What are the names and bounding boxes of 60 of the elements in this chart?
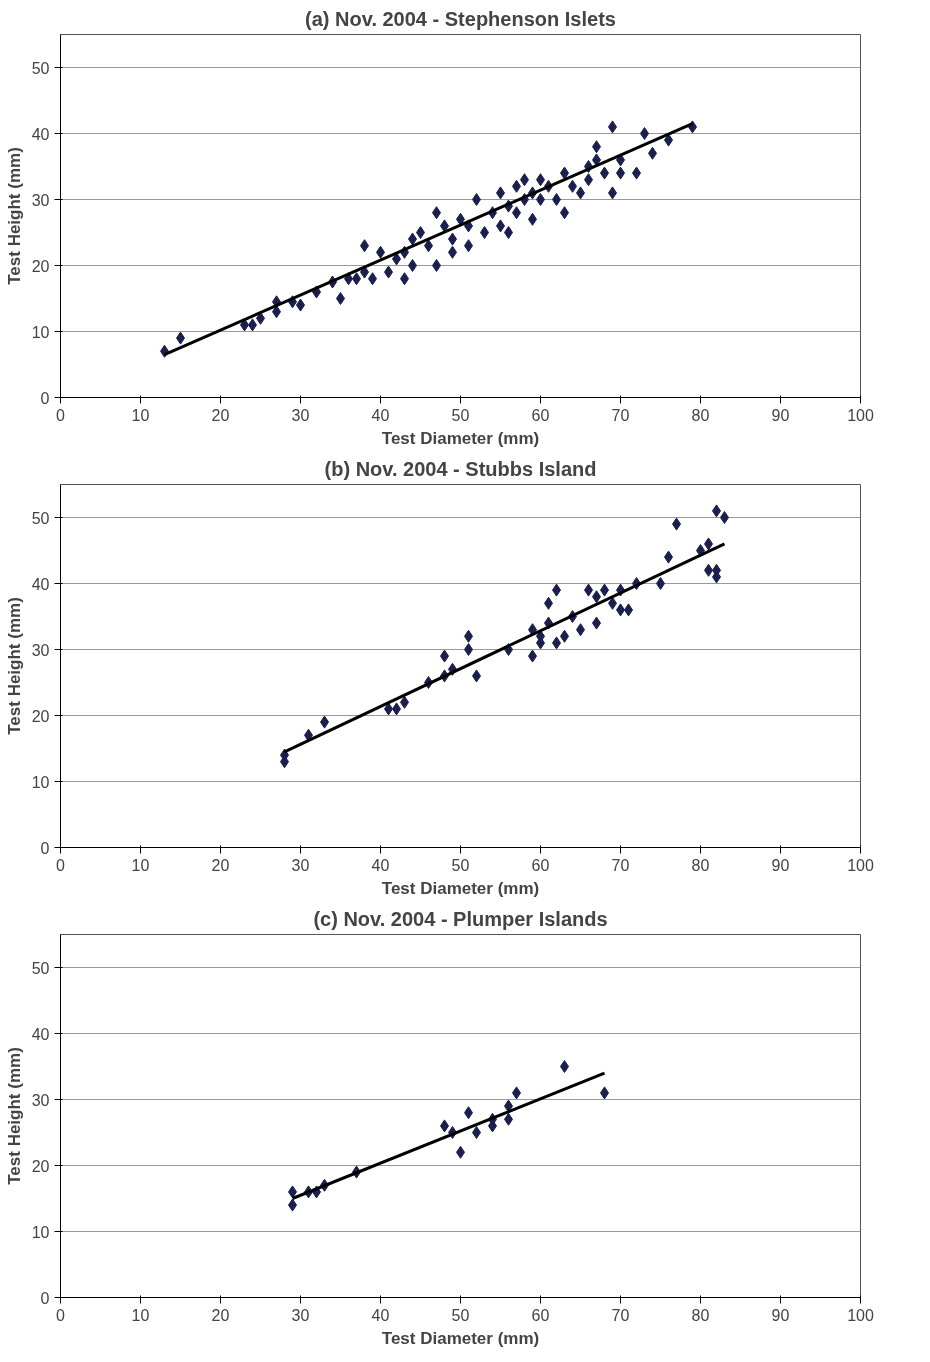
chart-title: (b) Nov. 2004 - Stubbs Island bbox=[324, 457, 597, 480]
x-tick-label: 40 bbox=[371, 406, 390, 424]
x-tick-label: 70 bbox=[611, 406, 630, 424]
y-tick-label: 10 bbox=[31, 773, 50, 791]
x-axis-title: Test Diameter (mm) bbox=[381, 428, 540, 448]
x-tick-label: 50 bbox=[451, 1306, 470, 1324]
y-tick-label: 30 bbox=[31, 1091, 50, 1109]
x-tick-label: 30 bbox=[291, 1306, 310, 1324]
y-tick-label: 50 bbox=[31, 959, 50, 977]
y-tick-label: 20 bbox=[31, 1157, 50, 1175]
y-axis-title: Test Height (mm) bbox=[4, 1047, 24, 1185]
y-tick-label: 40 bbox=[31, 125, 50, 143]
x-tick-label: 70 bbox=[611, 1306, 630, 1324]
x-tick-label: 0 bbox=[56, 856, 66, 874]
chart-title: (a) Nov. 2004 - Stephenson Islets bbox=[305, 7, 616, 30]
y-tick-label: 0 bbox=[40, 389, 50, 407]
x-tick-label: 100 bbox=[847, 406, 874, 424]
y-tick-label: 20 bbox=[31, 707, 50, 725]
x-tick-label: 10 bbox=[131, 1306, 150, 1324]
x-tick-label: 100 bbox=[847, 856, 874, 874]
y-tick-label: 40 bbox=[31, 575, 50, 593]
x-axis-title: Test Diameter (mm) bbox=[381, 1328, 540, 1348]
chart-title: (c) Nov. 2004 - Plumper Islands bbox=[313, 907, 608, 930]
y-tick-label: 40 bbox=[31, 1025, 50, 1043]
y-tick-label: 30 bbox=[31, 191, 50, 209]
y-tick-label: 10 bbox=[31, 1223, 50, 1241]
y-axis-title: Test Height (mm) bbox=[4, 147, 24, 285]
x-tick-label: 90 bbox=[771, 406, 790, 424]
x-tick-label: 40 bbox=[371, 856, 390, 874]
x-tick-label: 0 bbox=[56, 406, 66, 424]
x-tick-label: 40 bbox=[371, 1306, 390, 1324]
y-tick-label: 30 bbox=[31, 641, 50, 659]
x-tick-label: 90 bbox=[771, 856, 790, 874]
y-axis-title: Test Height (mm) bbox=[4, 597, 24, 735]
x-tick-label: 80 bbox=[691, 1306, 710, 1324]
x-tick-label: 10 bbox=[131, 406, 150, 424]
x-tick-label: 80 bbox=[691, 856, 710, 874]
x-tick-label: 20 bbox=[211, 406, 230, 424]
x-tick-label: 50 bbox=[451, 856, 470, 874]
x-tick-label: 0 bbox=[56, 1306, 66, 1324]
y-tick-label: 50 bbox=[31, 59, 50, 77]
x-tick-label: 60 bbox=[531, 856, 550, 874]
x-tick-label: 10 bbox=[131, 856, 150, 874]
y-tick-label: 0 bbox=[40, 839, 50, 857]
x-tick-label: 30 bbox=[291, 856, 310, 874]
x-tick-label: 50 bbox=[451, 406, 470, 424]
x-tick-label: 60 bbox=[531, 1306, 550, 1324]
y-tick-label: 20 bbox=[31, 257, 50, 275]
x-tick-label: 100 bbox=[847, 1306, 874, 1324]
x-tick-label: 70 bbox=[611, 856, 630, 874]
x-tick-label: 60 bbox=[531, 406, 550, 424]
x-tick-label: 90 bbox=[771, 1306, 790, 1324]
x-tick-label: 80 bbox=[691, 406, 710, 424]
x-tick-label: 20 bbox=[211, 856, 230, 874]
y-tick-label: 0 bbox=[40, 1289, 50, 1307]
y-tick-label: 10 bbox=[31, 323, 50, 341]
x-tick-label: 30 bbox=[291, 406, 310, 424]
x-axis-title: Test Diameter (mm) bbox=[381, 878, 540, 898]
x-tick-label: 20 bbox=[211, 1306, 230, 1324]
y-tick-label: 50 bbox=[31, 509, 50, 527]
